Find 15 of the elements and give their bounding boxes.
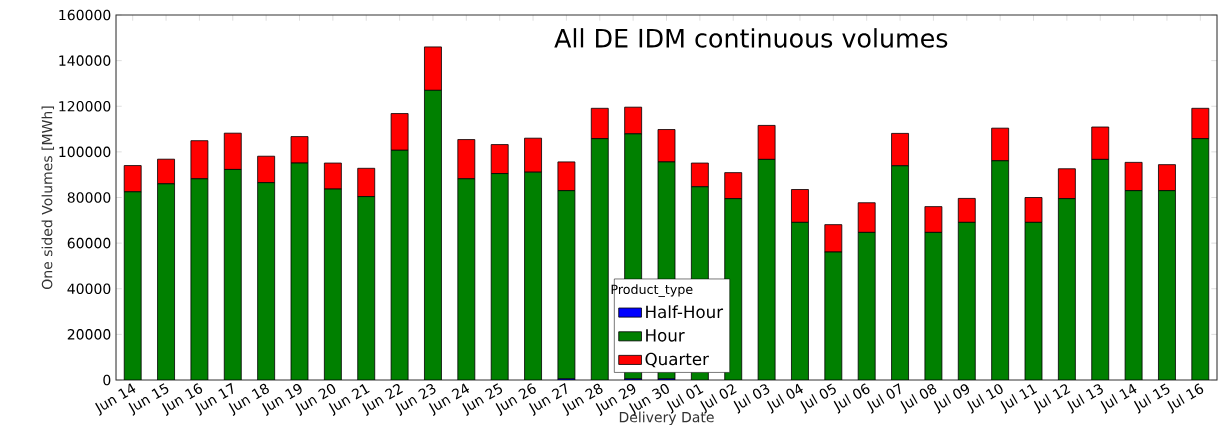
y-tick-label: 120000 bbox=[59, 100, 111, 112]
y-tick-label: 100000 bbox=[59, 146, 111, 158]
legend-label: Quarter bbox=[645, 352, 709, 368]
y-tick-label: 160000 bbox=[59, 9, 111, 21]
y-tick-label: 0 bbox=[103, 374, 111, 386]
legend-label: Half-Hour bbox=[646, 305, 724, 319]
y-tick-label: 20000 bbox=[67, 329, 111, 340]
y-tick-label: 140000 bbox=[59, 55, 111, 66]
legend-label: Hour bbox=[646, 329, 685, 342]
y-tick-label: 60000 bbox=[67, 237, 111, 249]
y-tick-label: 40000 bbox=[67, 283, 111, 295]
chart-title: All DE IDM continuous volumes bbox=[554, 28, 948, 48]
y-axis-title: One sided Volumes [MWh] bbox=[41, 106, 55, 289]
y-tick-label: 80000 bbox=[67, 192, 111, 203]
legend-title: Product_type bbox=[611, 284, 693, 297]
